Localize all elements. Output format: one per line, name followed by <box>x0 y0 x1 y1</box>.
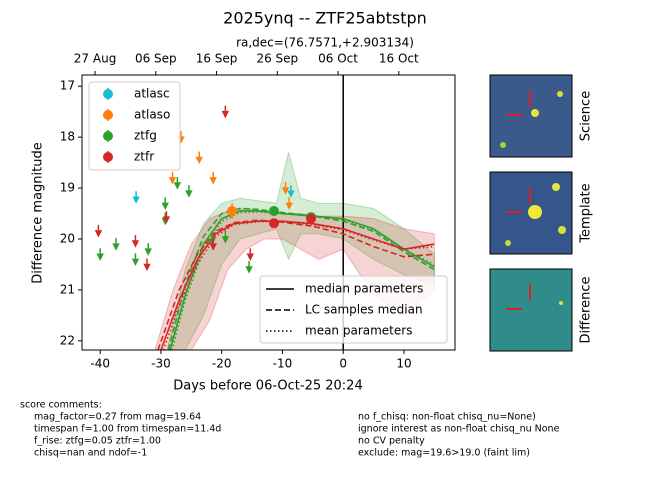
panel-label: Science <box>579 91 594 141</box>
upper-limit <box>281 182 290 195</box>
difference-image <box>489 268 573 352</box>
upper-limit <box>285 197 293 211</box>
upper-limit <box>221 230 230 244</box>
star <box>557 91 563 97</box>
comment-line: exclude: mag=19.6>19.0 (faint lim) <box>358 448 530 459</box>
top-x-tick-label: 06 Sep <box>135 52 177 66</box>
series-legend-box <box>88 81 181 171</box>
legend-marker <box>103 110 113 120</box>
upper-limit <box>161 197 169 211</box>
x-tick-label: -30 <box>151 357 171 371</box>
top-x-tick-label: 16 Oct <box>379 52 419 66</box>
legend-label: ztfg <box>134 129 157 143</box>
comment-line: timespan f=1.00 from timespan=11.4d <box>34 424 221 435</box>
upper-limit <box>287 185 295 198</box>
chart-subtitle: ra,dec=(76.7571,+2.903134) <box>236 36 414 50</box>
fit-line <box>162 220 435 350</box>
comments-title: score comments: <box>20 400 102 411</box>
panel-label: Difference <box>579 276 594 343</box>
data-point <box>268 218 279 229</box>
x-tick-label: -40 <box>90 357 110 371</box>
comment-line: mag_factor=0.27 from mag=19.64 <box>34 412 201 423</box>
upper-limit <box>209 171 217 185</box>
y-axis-label: Difference magnitude <box>31 142 46 283</box>
upper-limit <box>209 238 217 251</box>
x-tick-label: 0 <box>339 357 347 371</box>
star <box>552 183 560 191</box>
star <box>505 240 511 246</box>
upper-limit <box>144 243 152 256</box>
legend-label: mean parameters <box>305 324 412 338</box>
upper-limit <box>195 151 203 165</box>
fit-line <box>171 211 435 350</box>
upper-limit <box>168 171 177 185</box>
legend-label: LC samples median <box>305 303 423 317</box>
upper-limit <box>221 105 230 119</box>
axes-frame <box>81 74 456 351</box>
comment-line: f_rise: ztfg=0.05 ztfr=1.00 <box>34 436 161 447</box>
upper-limit <box>185 185 193 198</box>
x-axis-label: Days before 06-Oct-25 20:24 <box>173 379 362 394</box>
fit-line <box>167 207 435 350</box>
upper-limit <box>131 235 140 248</box>
y-tick-label: 17 <box>60 79 75 93</box>
legend-label: atlasc <box>134 87 170 101</box>
y-tick-label: 19 <box>60 181 75 195</box>
panel-label: Template <box>579 183 594 243</box>
legend-marker <box>103 152 113 162</box>
y-tick-label: 21 <box>60 282 75 296</box>
upper-limit <box>96 248 104 261</box>
top-x-tick-label: 06 Oct <box>318 52 358 66</box>
legend-marker <box>103 89 113 99</box>
upper-limit <box>173 176 182 190</box>
model-legend-box <box>259 275 448 344</box>
comment-line: chisq=nan and ndof=-1 <box>34 448 147 459</box>
comment-line: no CV penalty <box>358 436 425 447</box>
chart-title: 2025ynq -- ZTF25abtstpn <box>223 9 427 28</box>
data-point <box>306 213 317 224</box>
upper-limit <box>132 191 140 204</box>
star <box>500 142 506 148</box>
upper-limit <box>112 238 120 251</box>
upper-limit <box>245 260 253 274</box>
y-tick-label: 20 <box>60 231 75 245</box>
x-tick-label: -10 <box>273 357 293 371</box>
top-x-tick-label: 16 Sep <box>196 52 238 66</box>
legend-label: atlaso <box>134 108 170 122</box>
plot-area <box>94 75 435 350</box>
legend-marker <box>103 131 113 141</box>
upper-limit <box>131 253 140 267</box>
upper-limit <box>162 211 171 224</box>
star <box>528 205 542 219</box>
star <box>558 226 566 234</box>
y-tick-label: 22 <box>60 333 75 347</box>
cutouts: Science Template Difference <box>489 74 594 352</box>
comment-line: ignore interest as non-float chisq_nu No… <box>358 424 560 435</box>
comment-line: no f_chisq: non-float chisq_nu=None) <box>358 412 536 423</box>
top-x-tick-label: 27 Aug <box>74 52 117 66</box>
comments: score comments: mag_factor=0.27 from mag… <box>20 400 560 459</box>
data-point <box>268 205 279 216</box>
legend-label: ztfr <box>134 150 154 164</box>
data-point <box>227 205 238 216</box>
top-x-tick-label: 26 Sep <box>256 52 298 66</box>
star <box>531 109 539 117</box>
star <box>559 301 563 305</box>
y-tick-label: 18 <box>60 130 75 144</box>
x-tick-label: 10 <box>396 357 411 371</box>
legend-label: median parameters <box>305 282 423 296</box>
crosshair <box>506 90 531 310</box>
upper-limit <box>246 248 254 261</box>
upper-limit <box>94 224 103 238</box>
x-tick-label: -20 <box>212 357 232 371</box>
confidence-band <box>166 152 435 350</box>
upper-limit <box>143 258 151 272</box>
